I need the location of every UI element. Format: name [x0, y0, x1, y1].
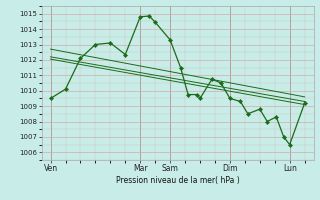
- X-axis label: Pression niveau de la mer( hPa ): Pression niveau de la mer( hPa ): [116, 176, 239, 185]
